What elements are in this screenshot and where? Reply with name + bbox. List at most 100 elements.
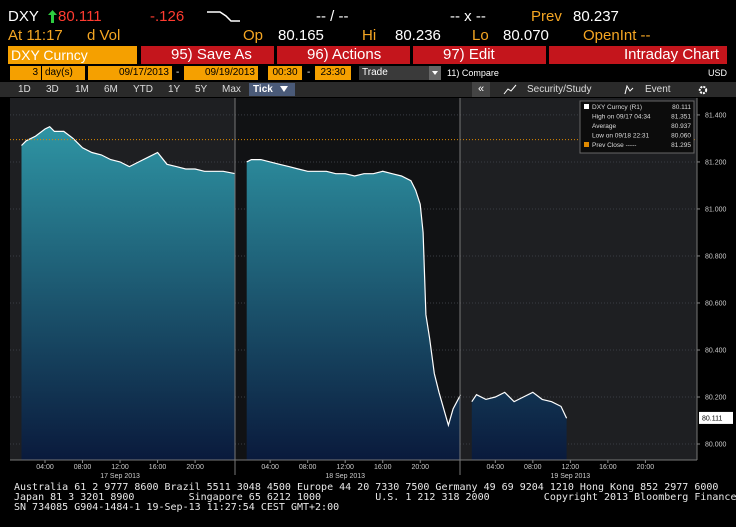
prev-label: Prev: [531, 8, 562, 25]
field-select[interactable]: Trade: [359, 66, 429, 80]
event-button[interactable]: Event: [645, 84, 671, 95]
days-unit[interactable]: day(s): [42, 66, 85, 80]
x-tick-label: 12:00: [111, 464, 129, 471]
up-arrow-icon: [48, 10, 57, 23]
settings-icon[interactable]: [698, 85, 708, 95]
mini-trend-icon: [207, 11, 240, 22]
y-axis-panel: [697, 98, 736, 460]
date-label: 19 Sep 2013: [550, 473, 590, 480]
legend-value: 80.060: [671, 133, 691, 140]
x-tick-label: 16:00: [149, 464, 167, 471]
y-tick-label: 80.400: [705, 347, 727, 354]
x-tick-label: 04:00: [36, 464, 54, 471]
dropdown-icon: [432, 71, 438, 75]
legend-value: 81.295: [671, 142, 691, 149]
legend-value: 80.937: [671, 123, 691, 130]
size: -- x --: [450, 8, 486, 25]
x-tick-label: 20:00: [411, 464, 429, 471]
y-tick-label: 80.800: [705, 253, 727, 260]
open-interest: OpenInt --: [583, 27, 651, 44]
edit-button[interactable]: 97) Edit: [413, 46, 546, 64]
tab[interactable]: YTD: [133, 84, 153, 95]
collapse-button[interactable]: «: [472, 82, 490, 97]
legend-label: DXY Curncy (R1): [592, 104, 642, 111]
tab-bar: 1D 3D 1M 6M YTD 1Y 5Y Max Tick « Securit…: [0, 82, 736, 97]
x-tick-label: 04:00: [487, 464, 505, 471]
x-tick-label: 16:00: [599, 464, 617, 471]
last-price-tag: [699, 411, 733, 424]
legend-label: Average: [592, 123, 616, 130]
open-value: 80.165: [278, 27, 324, 44]
tab[interactable]: Tick: [253, 84, 273, 95]
end-date[interactable]: 09/19/2013: [184, 66, 258, 80]
time: At 11:17: [8, 27, 63, 44]
volume: d Vol: [87, 27, 121, 44]
legend-value: 80.111: [672, 104, 691, 111]
footer-line: Japan 81 3 3201 8900 Singapore 65 6212 1…: [14, 492, 736, 503]
net-change: -.126: [150, 8, 185, 25]
ticker: DXY: [8, 8, 39, 25]
high-label: Hi: [362, 27, 377, 44]
tab[interactable]: 3D: [46, 84, 59, 95]
currency: USD: [708, 68, 728, 78]
x-tick-label: 12:00: [336, 464, 354, 471]
area-fill: [246, 159, 461, 460]
days-input[interactable]: 3: [10, 66, 41, 80]
chart: 80.000 80.200 80.400 80.600 80.800 81.000 81.2…: [10, 98, 736, 480]
legend-swatch: [584, 104, 589, 109]
y-tick-label: 80.000: [705, 442, 727, 449]
open-label: Op: [243, 27, 264, 44]
start-time[interactable]: 00:30: [268, 66, 302, 80]
footer-line: Australia 61 2 9777 8600 Brazil 5511 304…: [14, 482, 719, 493]
low-label: Lo: [472, 27, 489, 44]
last-price: 80.111: [58, 8, 102, 25]
tab[interactable]: 5Y: [195, 84, 208, 95]
start-date[interactable]: 09/17/2013: [88, 66, 172, 80]
save-as-button[interactable]: 95) Save As: [141, 46, 274, 64]
bid-ask: -- / --: [316, 8, 349, 25]
tab-dropdown-icon: [280, 86, 288, 92]
x-tick-label: 08:00: [299, 464, 317, 471]
event-icon: [624, 85, 634, 95]
prev-value: 80.237: [573, 8, 619, 25]
end-time[interactable]: 23:30: [315, 66, 351, 80]
area-fill: [21, 126, 236, 460]
security-input[interactable]: DXY Curncy: [8, 46, 137, 64]
price-line: [21, 125, 236, 175]
legend-value: 81.351: [671, 114, 691, 121]
tab[interactable]: 1D: [18, 84, 31, 95]
time-separator: -: [307, 67, 311, 78]
legend-label: Low on 09/18 22:31: [592, 133, 649, 140]
dropdown-arrow[interactable]: [429, 66, 441, 80]
legend-swatch: [584, 142, 589, 147]
tab[interactable]: 1M: [75, 84, 89, 95]
x-tick-label: 08:00: [74, 464, 92, 471]
legend-label: High on 09/17 04:34: [592, 114, 651, 121]
y-tick-label: 81.000: [705, 206, 727, 213]
area-fill: [471, 392, 567, 460]
study-button[interactable]: Security/Study: [527, 84, 592, 95]
legend-box: [579, 100, 695, 154]
range-separator: -: [176, 67, 180, 78]
y-tick-label: 81.200: [705, 159, 727, 166]
price-line: [471, 391, 568, 419]
tab[interactable]: 6M: [104, 84, 118, 95]
x-tick-label: 20:00: [637, 464, 655, 471]
actions-button[interactable]: 96) Actions: [277, 46, 410, 64]
legend-label: Prev Close -----: [592, 142, 636, 149]
date-label: 18 Sep 2013: [325, 473, 365, 480]
price-line: [246, 159, 462, 428]
x-tick-label: 20:00: [186, 464, 204, 471]
tab[interactable]: Max: [222, 84, 241, 95]
low-value: 80.070: [503, 27, 549, 44]
x-tick-label: 08:00: [524, 464, 542, 471]
last-price-label: 80.111: [702, 415, 722, 422]
high-value: 80.236: [395, 27, 441, 44]
tab[interactable]: 1Y: [168, 84, 181, 95]
date-label: 17 Sep 2013: [100, 473, 140, 480]
study-icon: [503, 84, 517, 95]
y-tick-label: 80.600: [705, 300, 727, 307]
compare-button[interactable]: 11) Compare: [447, 68, 499, 78]
